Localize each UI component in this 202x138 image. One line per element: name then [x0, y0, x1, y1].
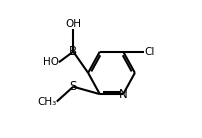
Text: N: N: [119, 88, 127, 101]
Text: S: S: [69, 80, 77, 93]
Text: B: B: [69, 45, 77, 58]
Text: Cl: Cl: [144, 47, 154, 57]
Text: HO: HO: [43, 57, 59, 67]
Text: CH₃: CH₃: [38, 97, 57, 107]
Text: OH: OH: [65, 19, 81, 29]
